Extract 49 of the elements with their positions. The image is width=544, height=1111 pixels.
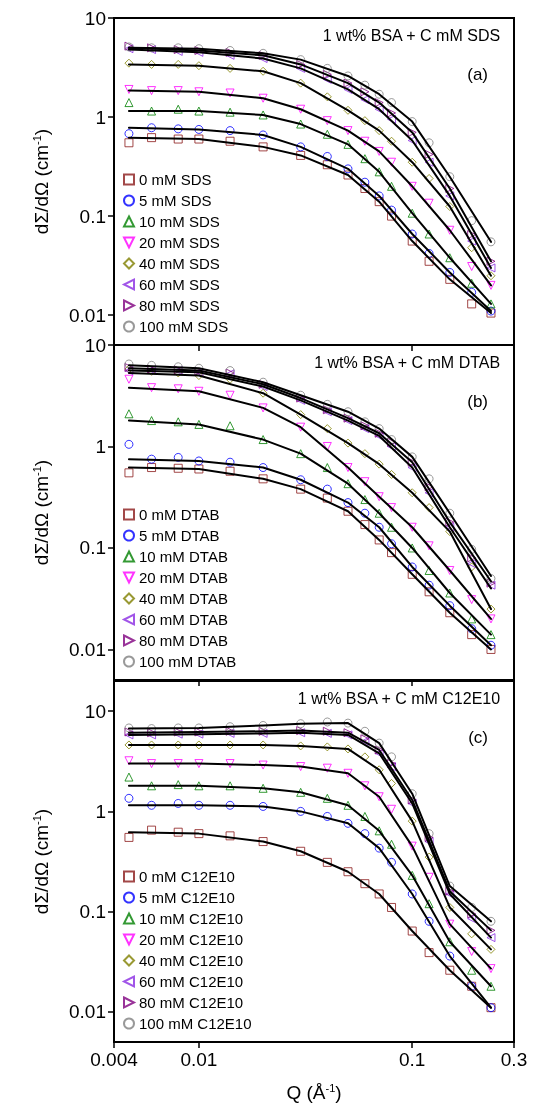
legend-label: 20 mM C12E10 <box>139 931 244 948</box>
y-tick-label: 0.01 <box>69 638 106 660</box>
legend-label: 80 mM DTAB <box>139 632 228 649</box>
legend-label: 10 mM C12E10 <box>139 910 244 927</box>
legend-label: 10 mM DTAB <box>139 548 228 565</box>
y-tick-label: 1 <box>95 435 106 457</box>
y-axis-title: dΣ/dΩ (cm-1) <box>30 459 52 566</box>
legend-label: 100 mM SDS <box>139 318 229 335</box>
x-tick-label: 0.01 <box>180 1049 218 1070</box>
y-axis-title: dΣ/dΩ (cm-1) <box>30 808 52 915</box>
legend-label: 5 mM DTAB <box>139 527 220 544</box>
legend-label: 0 mM DTAB <box>139 506 220 523</box>
y-tick-label: 0.1 <box>79 901 106 923</box>
legend-label: 60 mM DTAB <box>139 611 228 628</box>
legend-label: 0 mM SDS <box>139 171 212 188</box>
text: 1 wt% BSA + C mM SDS <box>322 26 501 44</box>
legend-label: 20 mM DTAB <box>139 569 228 586</box>
text: 1 wt% BSA + C mM C12E10 <box>297 689 501 707</box>
legend-label: 0 mM C12E10 <box>139 868 235 885</box>
legend-label: 100 mM C12E10 <box>139 1015 252 1032</box>
y-tick-label: 0.1 <box>79 537 106 559</box>
legend-label: 40 mM SDS <box>139 255 220 272</box>
legend-label: 80 mM C12E10 <box>139 994 244 1011</box>
x-tick-label: 0.1 <box>399 1049 426 1070</box>
legend-label: 5 mM C12E10 <box>139 889 235 906</box>
y-tick-label: 0.01 <box>69 1001 106 1023</box>
y-tick-label: 10 <box>84 7 106 29</box>
x-tick-label: 0.004 <box>90 1049 139 1070</box>
legend-label: 10 mM SDS <box>139 213 220 230</box>
x-tick-label: 0.3 <box>500 1049 528 1070</box>
y-tick-label: 0.01 <box>69 304 106 326</box>
legend-label: 5 mM SDS <box>139 192 212 209</box>
annotation: (a) <box>467 65 488 84</box>
legend-label: 80 mM SDS <box>139 297 220 314</box>
y-tick-label: 1 <box>95 800 106 822</box>
y-tick-label: 1 <box>95 106 106 128</box>
legend-label: 60 mM C12E10 <box>139 973 244 990</box>
legend-label: 100 mM DTAB <box>139 653 237 670</box>
legend-label: 40 mM DTAB <box>139 590 228 607</box>
text: 1 wt% BSA + C mM DTAB <box>314 353 501 371</box>
legend-label: 20 mM SDS <box>139 234 220 251</box>
y-axis-title: dΣ/dΩ (cm-1) <box>30 128 52 235</box>
annotation: (c) <box>468 728 489 747</box>
y-tick-label: 10 <box>84 334 106 356</box>
y-tick-label: 10 <box>84 700 106 722</box>
legend-label: 60 mM SDS <box>139 276 220 293</box>
annotation: (b) <box>467 392 488 411</box>
y-tick-label: 0.1 <box>79 205 106 227</box>
legend-label: 40 mM C12E10 <box>139 952 244 969</box>
